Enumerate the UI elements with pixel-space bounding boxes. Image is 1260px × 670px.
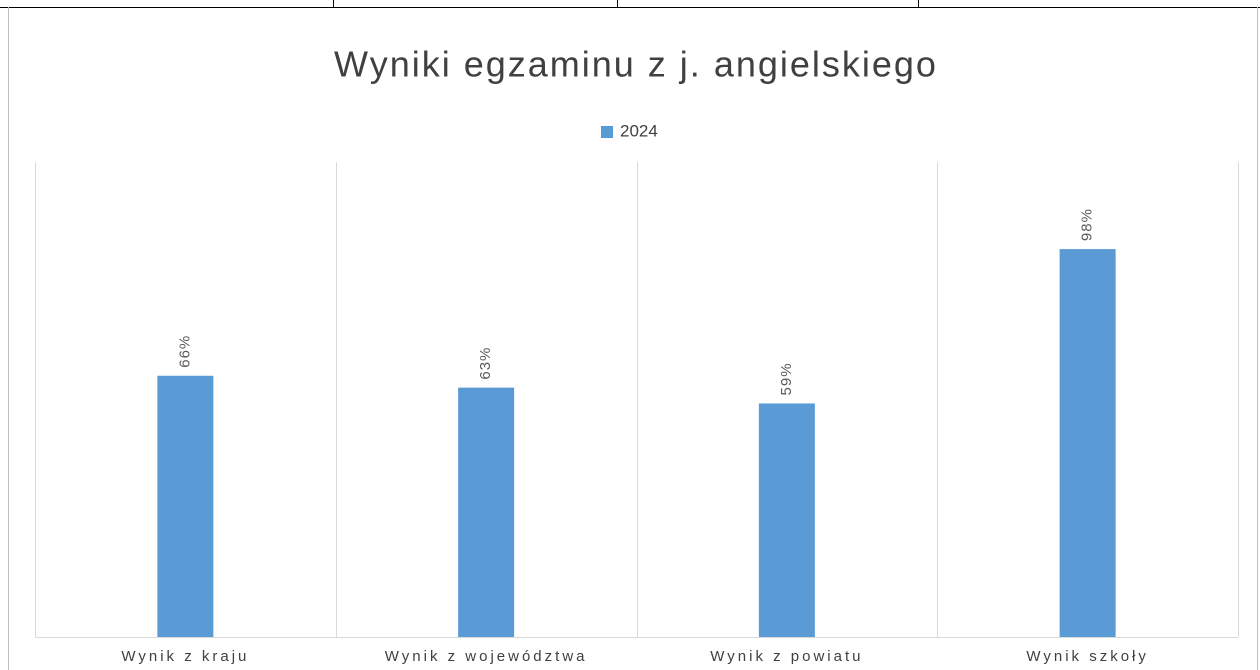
x-tick-label: Wynik z powiatu — [710, 648, 863, 665]
data-label: 66% — [176, 335, 193, 368]
x-tick-label: Wynik szkoły — [1026, 648, 1149, 665]
x-tick-label: Wynik z kraju — [121, 648, 249, 665]
data-label: 59% — [778, 362, 795, 395]
legend-swatch — [601, 126, 613, 138]
bar — [1059, 249, 1116, 638]
data-label: 63% — [477, 347, 494, 380]
bar — [157, 375, 214, 637]
data-label: 98% — [1079, 208, 1096, 241]
bar — [458, 387, 515, 637]
bar — [758, 403, 815, 637]
chart-title: Wyniki egzaminu z j. angielskiego — [334, 44, 938, 85]
legend-label: 2024 — [620, 121, 658, 140]
x-tick-label: Wynik z województwa — [385, 648, 588, 665]
